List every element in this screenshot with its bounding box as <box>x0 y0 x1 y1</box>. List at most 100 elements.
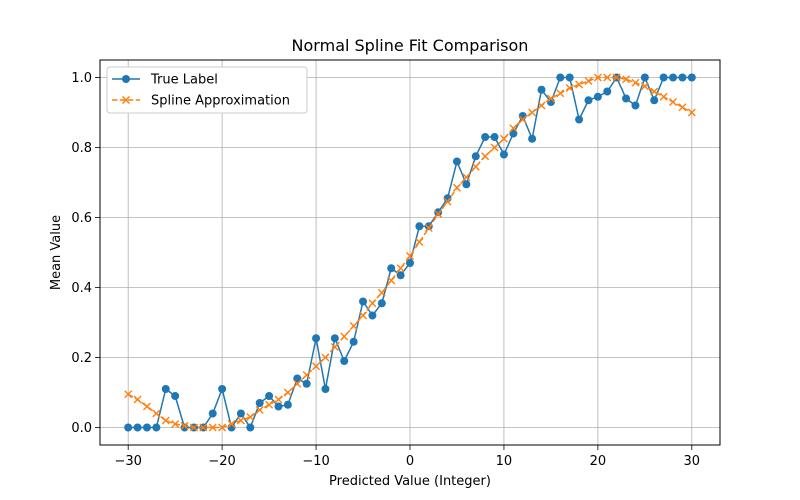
x-tick-label: 20 <box>590 454 607 469</box>
data-point <box>669 73 678 82</box>
data-point-stroke <box>490 143 499 152</box>
data-point-stroke <box>687 108 696 117</box>
data-point <box>265 400 274 409</box>
data-point <box>593 73 602 82</box>
y-tick-label: 0.4 <box>71 281 92 296</box>
data-point <box>142 402 151 411</box>
data-point-stroke <box>669 98 678 106</box>
data-point <box>462 180 471 189</box>
data-point-stroke <box>631 78 640 87</box>
data-point-stroke <box>556 89 565 98</box>
data-point <box>208 423 217 432</box>
data-point <box>452 183 461 192</box>
data-point <box>133 423 142 432</box>
data-point <box>631 78 640 87</box>
x-tick-label: −10 <box>302 454 329 469</box>
data-point-stroke <box>359 311 368 320</box>
data-point <box>537 85 546 94</box>
data-point <box>349 322 358 330</box>
data-point <box>227 420 236 428</box>
x-tick-label: 0 <box>406 454 414 469</box>
data-point <box>377 299 386 308</box>
data-point-stroke <box>434 210 443 218</box>
data-point-stroke <box>340 332 349 341</box>
data-point <box>471 162 480 171</box>
data-point <box>509 124 518 133</box>
data-point-stroke <box>283 388 292 397</box>
data-point <box>312 334 321 343</box>
data-point <box>274 402 283 411</box>
data-point-stroke <box>622 75 631 84</box>
data-point-stroke <box>462 173 471 182</box>
data-point <box>349 337 358 346</box>
y-axis-label: Mean Value <box>49 215 64 290</box>
data-point <box>302 379 311 388</box>
data-point-stroke <box>208 423 217 432</box>
data-point <box>406 259 414 267</box>
data-point-stroke <box>537 101 546 110</box>
data-point <box>612 73 621 82</box>
data-point <box>481 152 490 161</box>
data-point-stroke <box>443 197 452 206</box>
data-point <box>189 423 198 432</box>
legend-box <box>106 66 308 114</box>
data-point-stroke <box>274 395 283 404</box>
data-point <box>124 423 133 432</box>
data-point <box>603 87 612 96</box>
data-point-stroke <box>349 322 358 330</box>
data-point-stroke <box>368 299 377 308</box>
data-point-stroke <box>528 108 537 117</box>
data-point <box>142 423 151 432</box>
data-point <box>640 82 649 91</box>
data-point <box>669 98 678 106</box>
y-tick-label: 1.0 <box>71 71 92 86</box>
data-point <box>330 343 339 351</box>
data-point <box>302 371 311 379</box>
data-point <box>556 89 565 98</box>
data-point-stroke <box>565 84 574 92</box>
data-point-stroke <box>452 183 461 192</box>
data-point <box>518 115 527 124</box>
data-point <box>650 87 659 96</box>
data-point-stroke <box>330 343 339 351</box>
data-point <box>152 423 161 432</box>
x-tick-label: 10 <box>496 454 513 469</box>
data-point-stroke <box>584 77 593 85</box>
series-1 <box>124 73 696 432</box>
data-point <box>640 73 649 82</box>
chart-title: Normal Spline Fit Comparison <box>292 36 529 55</box>
ticks: −30 −20 −10 0 10 20 30 0.0 0.2 0.4 0.6 0.8 1.0 <box>71 71 700 469</box>
data-point <box>434 208 443 217</box>
data-point-stroke <box>227 420 236 428</box>
data-point <box>462 173 471 182</box>
data-point-stroke <box>650 87 659 96</box>
data-point <box>471 152 480 161</box>
data-point <box>415 238 424 246</box>
data-point-stroke <box>377 288 386 297</box>
data-point <box>208 409 217 418</box>
data-point <box>546 94 555 103</box>
data-point <box>246 413 255 421</box>
y-tick-label: 0.8 <box>71 141 92 156</box>
data-point-stroke <box>396 264 405 273</box>
data-point-stroke <box>302 371 311 379</box>
data-point-stroke <box>265 400 274 409</box>
data-point-stroke <box>471 162 480 171</box>
data-point <box>396 264 405 273</box>
data-point-stroke <box>142 402 151 411</box>
data-point <box>622 94 631 103</box>
legend: True Label Spline Approximation <box>106 66 308 114</box>
data-point <box>396 271 405 280</box>
data-point <box>593 92 602 101</box>
data-point <box>218 423 227 432</box>
data-point <box>321 353 330 362</box>
data-point <box>180 423 189 432</box>
data-point <box>575 115 584 124</box>
data-point <box>359 297 368 306</box>
data-point-stroke <box>199 423 208 432</box>
data-point <box>631 101 640 110</box>
data-point-stroke <box>180 421 189 430</box>
data-point <box>678 73 687 82</box>
data-point-stroke <box>659 92 668 101</box>
data-point <box>283 400 292 409</box>
